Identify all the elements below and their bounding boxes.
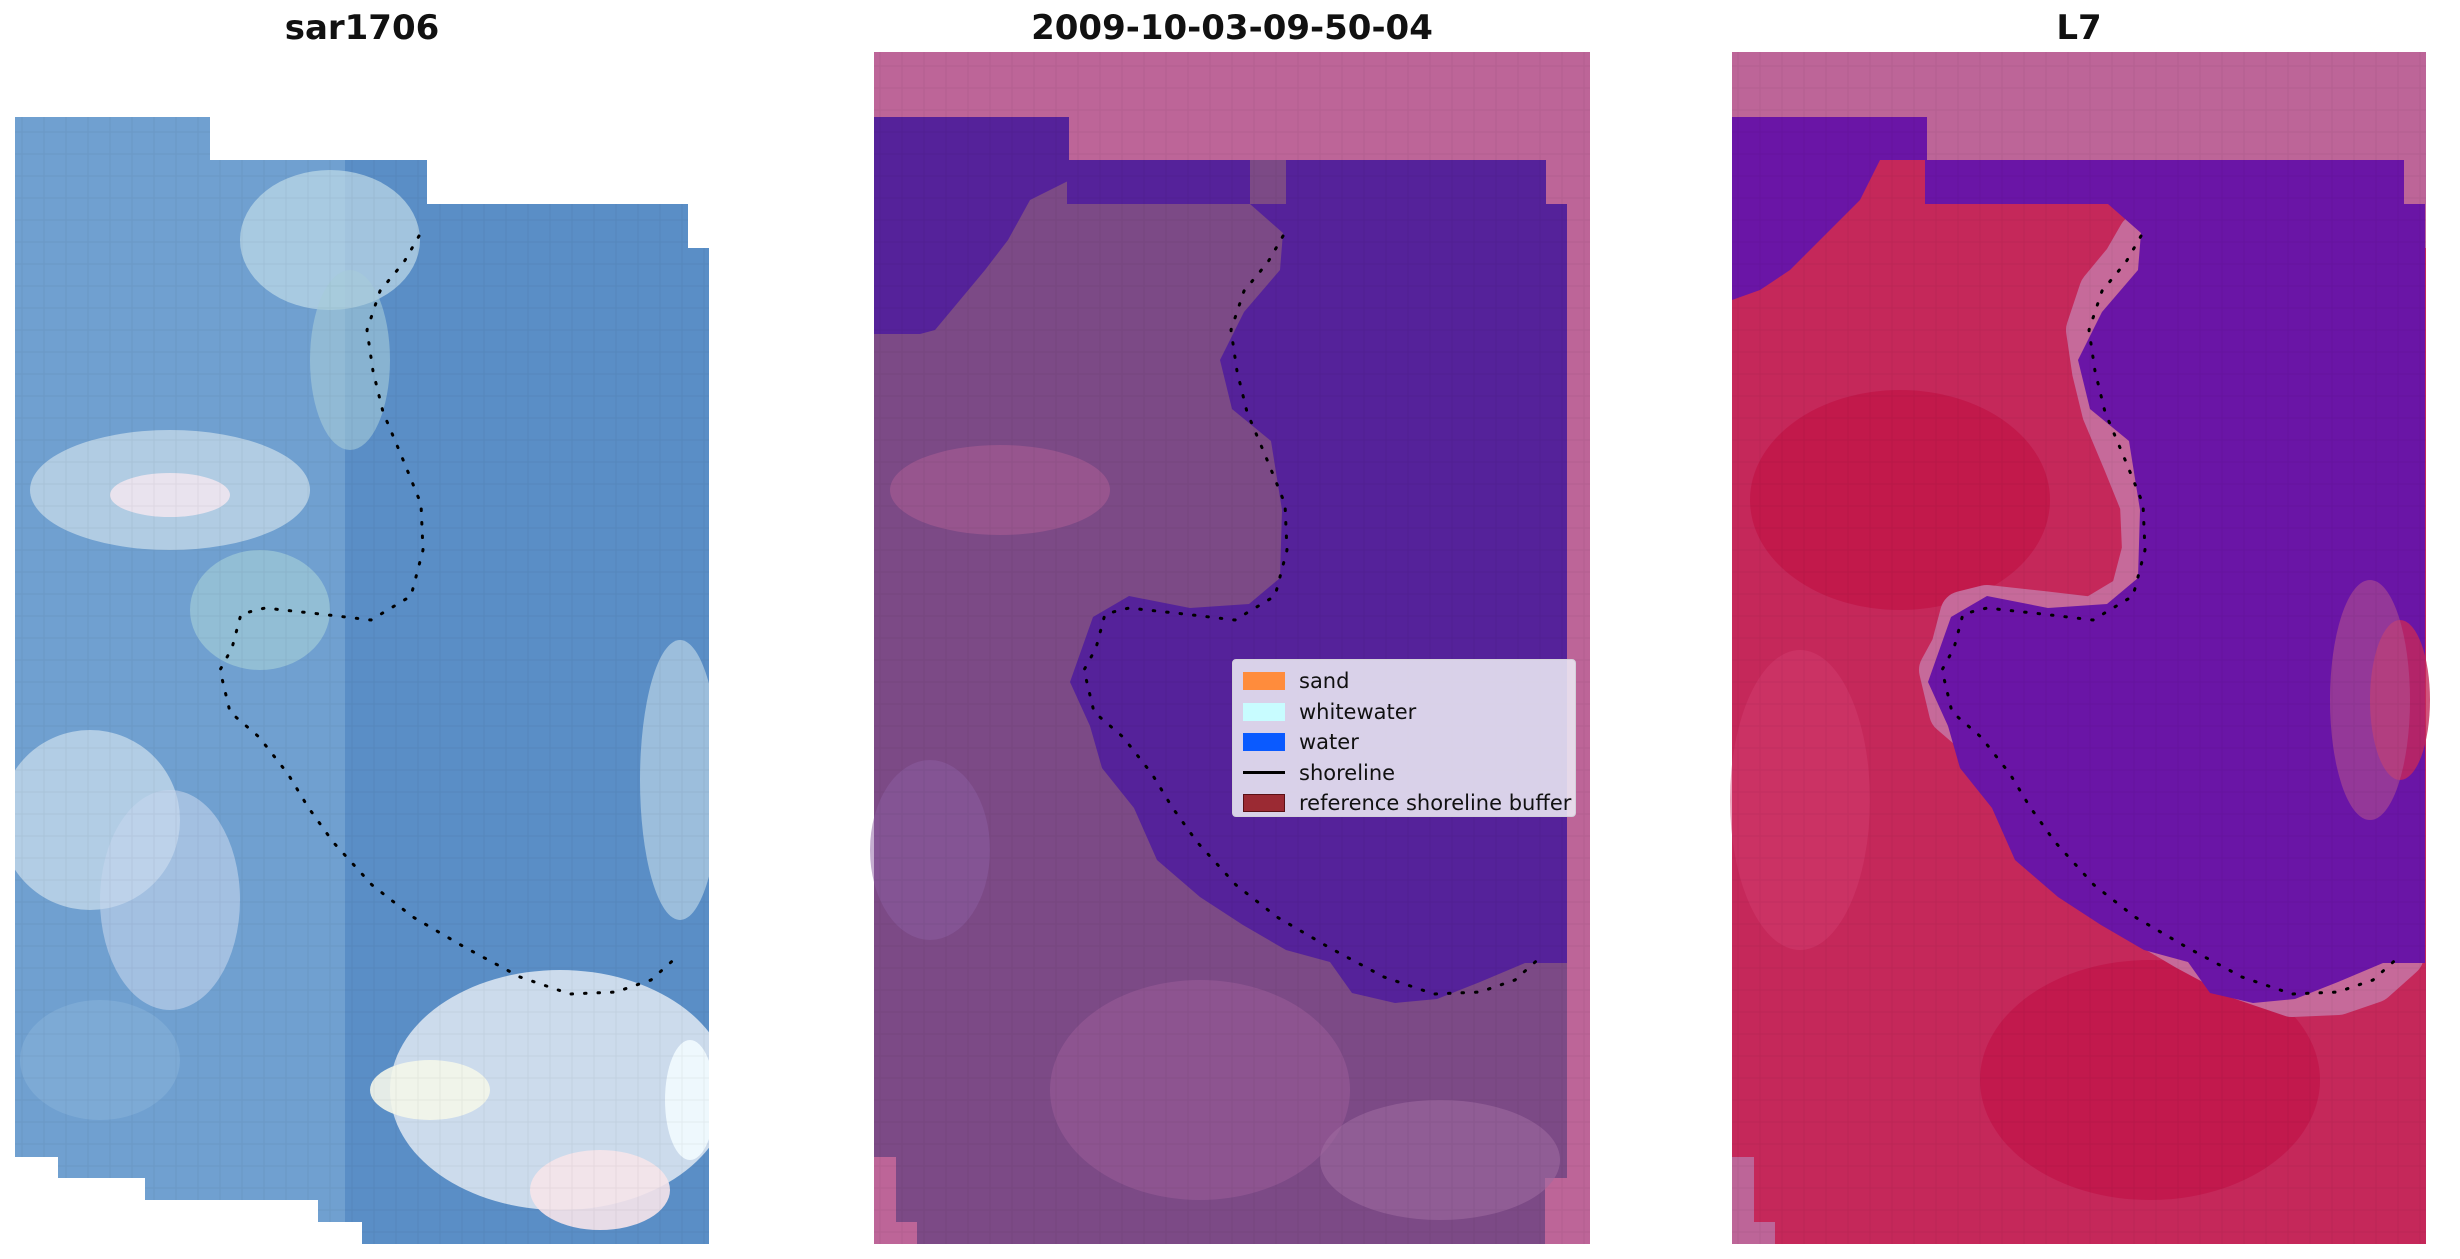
legend-item-reference-shoreline-buffer: reference shoreline buffer [1243, 788, 1571, 819]
legend-item-whitewater: whitewater [1243, 697, 1565, 728]
legend-label-water: water [1299, 730, 1359, 755]
legend-item-water: water [1243, 727, 1565, 758]
legend-item-shoreline: shoreline [1243, 758, 1565, 789]
legend-label-shoreline: shoreline [1299, 760, 1396, 785]
legend: sand whitewater water shoreline referenc… [1232, 659, 1576, 817]
legend-item-sand: sand [1243, 666, 1565, 697]
legend-label-sand: sand [1299, 669, 1350, 694]
panel-title-1: sar1706 [284, 8, 440, 48]
reference-buffer-swatch [1243, 794, 1285, 813]
whitewater-swatch [1243, 702, 1285, 721]
legend-label-whitewater: whitewater [1299, 699, 1417, 724]
rgb-image-panel [15, 117, 709, 1244]
classified-image-panel [870, 52, 1590, 1244]
legend-label-reference-shoreline-buffer: reference shoreline buffer [1299, 791, 1572, 816]
shoreline-line-swatch [1243, 771, 1285, 775]
sand-swatch [1243, 672, 1285, 691]
panel-title-2: 2009-10-03-09-50-04 [1031, 8, 1433, 48]
index-image-panel [1730, 52, 2430, 1244]
water-swatch [1243, 733, 1285, 752]
panel-title-3: L7 [2056, 8, 2102, 48]
